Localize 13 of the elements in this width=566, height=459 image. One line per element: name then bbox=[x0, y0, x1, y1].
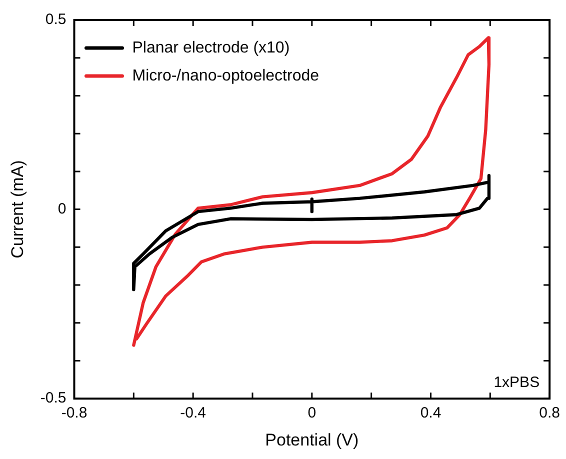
y-axis-title: Current (mA) bbox=[8, 160, 27, 258]
x-tick-label: 0.8 bbox=[539, 404, 560, 422]
x-axis-title: Potential (V) bbox=[265, 430, 359, 450]
legend-label: Planar electrode (x10) bbox=[132, 39, 290, 56]
legend-label: Micro-/nano-optoelectrode bbox=[132, 67, 320, 84]
x-tick-label: -0.4 bbox=[180, 404, 206, 422]
y-tick-label: 0 bbox=[58, 200, 66, 218]
annotation: 1xPBS bbox=[494, 374, 540, 392]
y-tick-label: 0.5 bbox=[45, 11, 66, 28]
x-tick-label: -0.8 bbox=[61, 404, 88, 422]
x-tick-label: 0.4 bbox=[420, 404, 442, 422]
x-tick-label: 0 bbox=[308, 404, 316, 422]
y-tick-label: -0.5 bbox=[40, 390, 66, 407]
